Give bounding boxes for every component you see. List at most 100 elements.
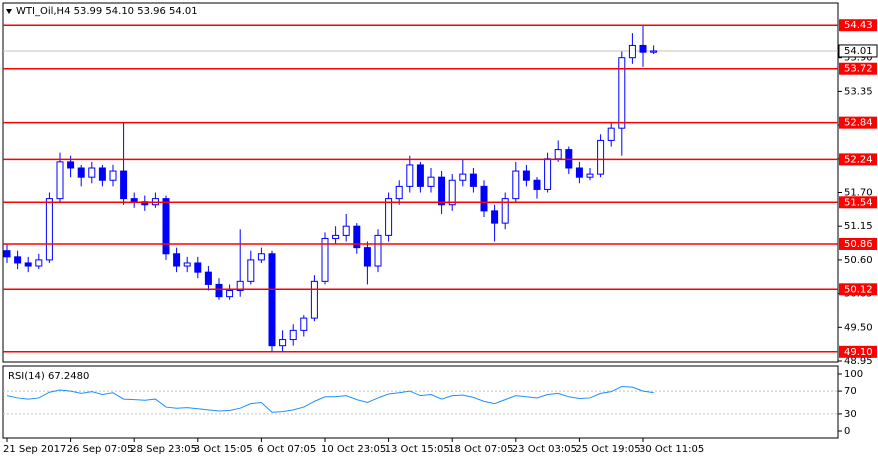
candle-body (363, 247, 371, 267)
level-label: 52.84 (844, 118, 873, 129)
x-tick-label: 10 Oct 23:05 (321, 444, 386, 455)
level-label-box (839, 196, 877, 209)
candle-body (289, 329, 297, 341)
y-tick-label: 0 (844, 426, 850, 437)
y-tick-label: 51.70 (844, 187, 873, 198)
candle-body (480, 185, 488, 212)
candle-body (67, 161, 75, 169)
x-tick-label: 18 Oct 07:05 (448, 444, 513, 455)
main-frame (2, 2, 839, 363)
candle-body (406, 164, 414, 187)
candle-body (321, 237, 329, 282)
candle-body (607, 127, 615, 141)
level-label-box (839, 116, 877, 129)
y-tick-label: 48.95 (844, 356, 873, 367)
x-tick-label: 13 Oct 15:05 (385, 444, 450, 455)
candle-body (204, 271, 212, 285)
candle-body (257, 253, 265, 261)
x-tick-label: 21 Sep 2017 (3, 444, 66, 455)
candle-body (395, 185, 403, 200)
candle-body (416, 164, 424, 187)
candle-body (35, 259, 43, 267)
x-tick-label: 6 Oct 07:05 (257, 444, 316, 455)
level-label: 54.43 (844, 20, 873, 31)
candle-body (120, 170, 128, 200)
candle-body (56, 161, 64, 200)
candle-body (533, 179, 541, 190)
y-tick-label: 49.50 (844, 322, 873, 333)
y-tick-label: 53.90 (844, 53, 873, 64)
level-label-box (839, 62, 877, 75)
candle-body (173, 253, 181, 267)
candle-body (501, 198, 509, 224)
candle-body (77, 167, 85, 178)
candle-body (98, 167, 106, 181)
candle-body (586, 173, 594, 178)
candle-body (385, 198, 393, 236)
candle-body (247, 259, 255, 282)
candle-body (268, 253, 276, 347)
x-tick-label: 30 Oct 11:05 (639, 444, 704, 455)
candle-body (342, 225, 350, 236)
candle-body (639, 44, 647, 53)
candle-body (459, 173, 467, 181)
x-tick-label: 26 Sep 07:05 (67, 444, 134, 455)
candle-body (554, 149, 562, 160)
x-tick-label: 28 Sep 23:05 (130, 444, 197, 455)
rsi-frame (2, 365, 839, 439)
candle-body (130, 198, 138, 203)
candle-body (332, 234, 340, 239)
candle-body (45, 198, 53, 261)
level-label: 52.24 (844, 154, 873, 165)
candle-body (512, 170, 520, 200)
candle-body (650, 50, 658, 53)
candle-body (300, 317, 308, 331)
candle-body (522, 170, 530, 181)
candle-body (618, 57, 626, 129)
y-tick-label: 51.15 (844, 221, 873, 232)
level-label: 50.12 (844, 284, 873, 295)
level-label-box (839, 345, 877, 358)
candle-body (162, 198, 170, 255)
candle-body (14, 256, 22, 264)
current-price-box (838, 44, 878, 58)
menu-arrow (6, 9, 12, 14)
level-label: 49.10 (844, 347, 873, 358)
candle-body (438, 176, 446, 206)
level-label: 51.54 (844, 197, 873, 208)
candle-body (491, 210, 499, 224)
candle-body (448, 179, 456, 206)
level-label-box (839, 19, 877, 32)
level-label-box (839, 237, 877, 250)
level-label: 50.86 (844, 239, 873, 250)
level-label: 53.72 (844, 64, 873, 75)
y-tick-label: 100 (844, 369, 863, 380)
rsi-title: RSI(14) 67.2480 (8, 371, 89, 382)
candle-body (109, 170, 117, 181)
candle-body (24, 262, 32, 267)
level-label-box (839, 153, 877, 166)
candle-body (544, 158, 552, 190)
candle-body (183, 262, 191, 267)
level-label-box (839, 283, 877, 296)
y-tick-label: 53.35 (844, 86, 873, 97)
rsi-line (6, 386, 654, 413)
y-tick-label: 70 (844, 386, 857, 397)
candle-body (226, 290, 234, 298)
current-price-label: 54.01 (844, 46, 873, 57)
candle-body (575, 167, 583, 178)
chart-title: WTI_Oil,H4 53.99 54.10 53.96 54.01 (16, 6, 198, 17)
x-tick-label: 23 Oct 03:05 (512, 444, 577, 455)
candle-body (88, 167, 96, 178)
candle-body (194, 262, 202, 273)
candle-body (597, 139, 605, 175)
candle-body (310, 280, 318, 319)
candle-body (236, 280, 244, 292)
y-tick-label: 30 (844, 409, 857, 420)
x-tick-label: 3 Oct 15:05 (194, 444, 253, 455)
candle-body (3, 250, 11, 258)
x-tick-label: 25 Oct 19:05 (575, 444, 640, 455)
candle-body (353, 225, 361, 249)
